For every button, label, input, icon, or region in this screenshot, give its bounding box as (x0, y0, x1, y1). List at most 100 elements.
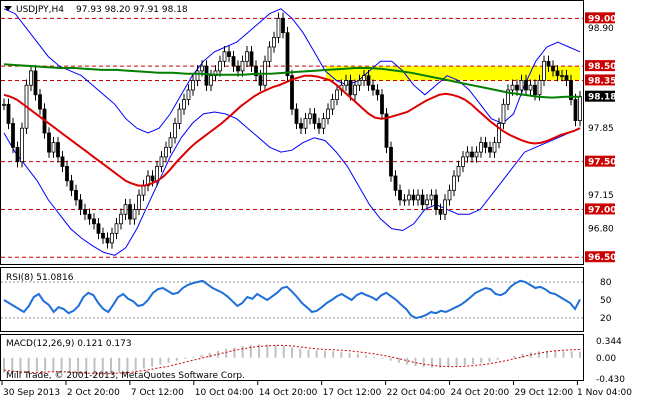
candle-body (245, 51, 249, 62)
candle-body (528, 84, 533, 91)
price-tick-label: 98.90 (588, 24, 614, 34)
candle-body (393, 175, 398, 191)
candle-body (438, 209, 443, 215)
candle-body (461, 156, 465, 167)
candle-body (452, 175, 456, 191)
candle-body (483, 142, 488, 148)
candle-body (384, 113, 389, 148)
candle-body (69, 180, 74, 191)
candle-body (402, 199, 407, 202)
ohlc-readout: 97.93 98.20 97.91 98.18 (76, 5, 188, 15)
candle-body (456, 166, 461, 177)
candle-body (96, 223, 101, 234)
rsi-label: RSI(8) 51.0816 (6, 273, 74, 283)
candle-body (74, 189, 78, 201)
candle-body (119, 213, 123, 225)
rsi-tick-label: 80 (600, 278, 612, 288)
candle-body (249, 51, 254, 67)
candle-body (308, 113, 312, 120)
candle-body (420, 194, 425, 206)
candle-body (218, 60, 222, 72)
level-tag-bg (585, 155, 615, 167)
candle-body (299, 123, 303, 129)
candle-body (524, 80, 528, 91)
candle-body (510, 84, 515, 91)
candle-body (11, 123, 15, 148)
candle-body (92, 218, 96, 225)
candle-body (159, 156, 164, 167)
candle-body (47, 132, 51, 153)
rsi-panel-frame (0, 267, 584, 332)
x-tick-label: 30 Sep 2013 (3, 388, 60, 398)
candle-body (519, 80, 524, 91)
level-tag-label: 97.00 (588, 205, 616, 215)
candle-body (137, 194, 141, 210)
candle-body (411, 194, 416, 201)
candle-body (186, 89, 191, 100)
candle-body (389, 146, 393, 177)
candle-body (380, 94, 384, 115)
candle-body (240, 60, 245, 72)
level-tag-bg (585, 74, 615, 86)
candle-body (515, 84, 519, 91)
candle-body (348, 80, 353, 96)
macd-tick-label: 0.00 (596, 354, 616, 364)
current-price-tag-bg (585, 90, 615, 102)
candle-body (6, 103, 11, 124)
candle-body (470, 151, 474, 158)
candle-body (335, 89, 339, 100)
candle-body (569, 80, 573, 100)
candle-body (479, 142, 483, 153)
rsi-tick-label: 50 (600, 296, 612, 306)
candle-body (168, 137, 173, 148)
ma-fast-line (3, 74, 581, 187)
candle-body (357, 80, 362, 86)
current-price-label: 98.18 (588, 93, 616, 103)
candle-body (303, 118, 308, 129)
candle-body (560, 75, 564, 78)
candle-body (56, 142, 60, 158)
candle-body (276, 17, 281, 38)
x-tick-label: 14 Oct 20:00 (259, 388, 318, 398)
rsi-layer (1, 279, 583, 320)
candle-body (191, 80, 195, 91)
candle-body (353, 84, 357, 96)
candle-body (375, 89, 380, 96)
price-tick-label: 96.80 (588, 225, 614, 235)
candle-body (407, 194, 411, 201)
candle-body (128, 204, 132, 220)
macd-tick-label: -0.430 (596, 375, 625, 385)
candle-body (488, 146, 492, 153)
x-tick-label: 1 Nov 04:00 (577, 388, 632, 398)
level-tag-bg (585, 203, 615, 215)
candle-body (258, 75, 263, 86)
x-tick-label: 24 Oct 20:00 (451, 388, 510, 398)
rsi-tick-label: 20 (600, 314, 612, 324)
candle-body (114, 223, 119, 234)
rsi-line (3, 279, 581, 320)
dropdown-triangle-icon[interactable] (4, 6, 12, 11)
candle-body (474, 151, 479, 158)
candle-body (141, 185, 146, 196)
candle-body (222, 51, 227, 62)
candle-body (443, 199, 447, 215)
candle-body (290, 75, 294, 110)
candle-body (492, 142, 497, 153)
x-tick-label: 10 Oct 04:00 (195, 388, 254, 398)
candle-body (371, 84, 375, 91)
candle-body (204, 65, 209, 86)
candle-body (177, 108, 182, 124)
candle-body (362, 75, 366, 81)
candle-body (33, 70, 38, 96)
candle-body (312, 113, 317, 124)
candle-body (546, 60, 551, 67)
candle-body (330, 99, 335, 110)
price-layer (1, 8, 583, 258)
candle-body (551, 65, 555, 72)
ma-slow-line (3, 63, 580, 99)
candle-body (164, 146, 168, 158)
candle-body (542, 60, 546, 81)
candle-body (555, 70, 560, 77)
candle-body (101, 232, 105, 239)
